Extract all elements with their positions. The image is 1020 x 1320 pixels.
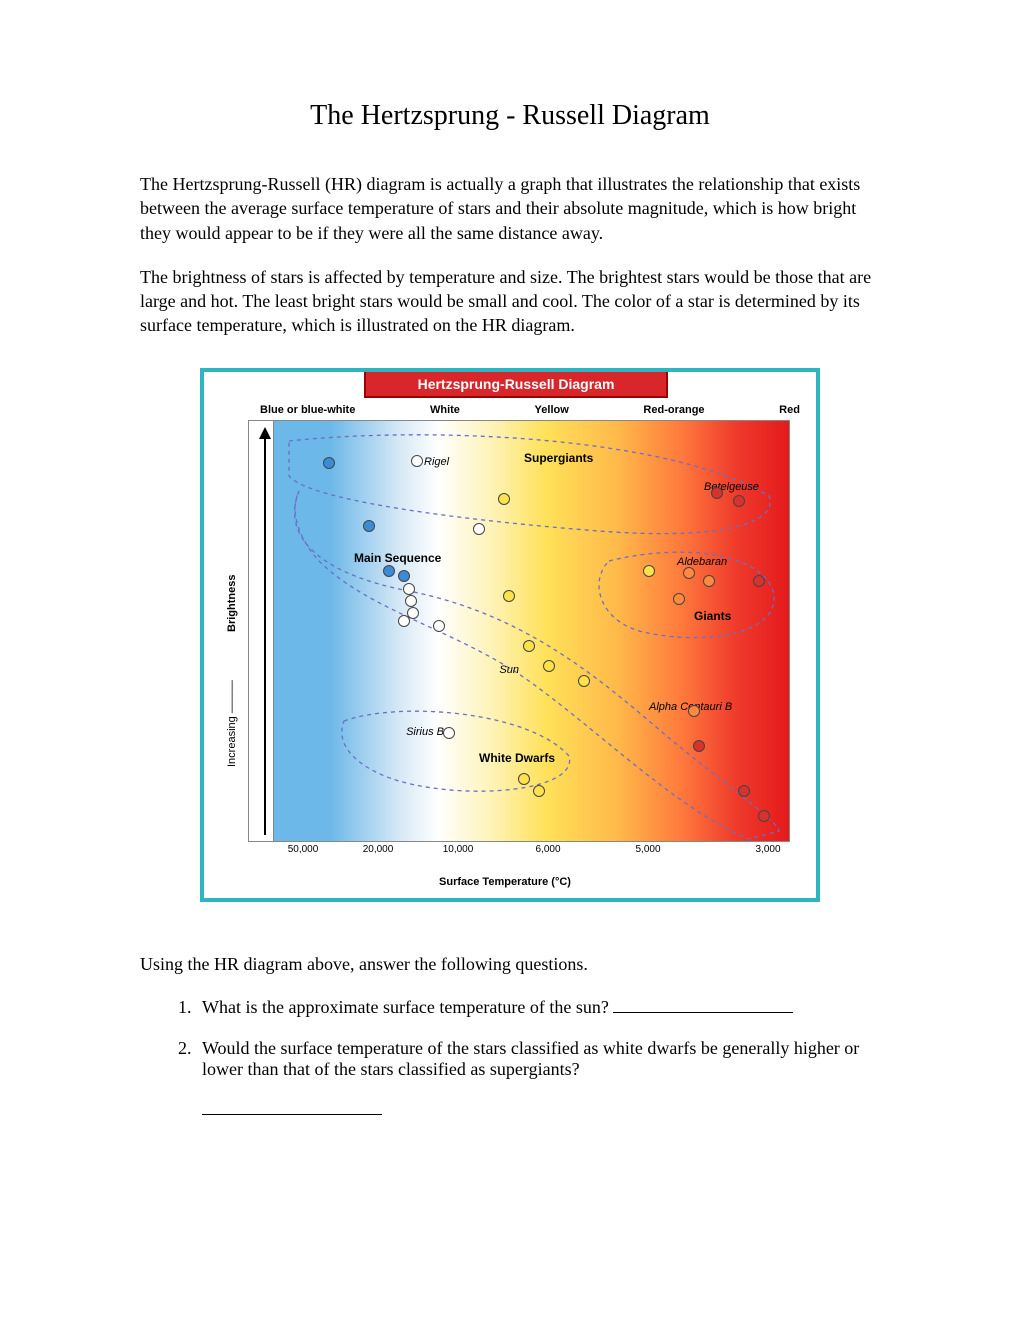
color-heading: Red — [779, 404, 800, 416]
page-title: The Hertzsprung - Russell Diagram — [140, 100, 880, 132]
x-tick: 10,000 — [443, 844, 474, 855]
star-point — [533, 785, 545, 797]
diagram-banner: Hertzsprung-Russell Diagram — [364, 372, 668, 398]
group-label: White Dwarfs — [479, 751, 555, 765]
star-point — [683, 567, 695, 579]
color-heading: White — [430, 404, 460, 416]
group-label: Supergiants — [524, 451, 593, 465]
star-label: Aldebaran — [677, 556, 727, 568]
answer-blank-2[interactable] — [202, 1098, 382, 1115]
star-point — [498, 493, 510, 505]
star-point — [543, 660, 555, 672]
star-label: Sirius B — [406, 726, 444, 738]
star-point — [473, 523, 485, 535]
star-label: Rigel — [424, 456, 449, 468]
star-point — [523, 640, 535, 652]
group-label: Giants — [694, 609, 731, 623]
color-temperature-headings: Blue or blue-white White Yellow Red-orange R… — [260, 404, 800, 416]
paragraph-2: The brightness of stars is affected by t… — [140, 265, 880, 338]
instructions: Using the HR diagram above, answer the f… — [140, 952, 880, 976]
star-point — [753, 575, 765, 587]
question-2: Would the surface temperature of the sta… — [196, 1038, 880, 1120]
y-axis-label: Brightness — [226, 574, 238, 631]
star-point — [643, 565, 655, 577]
star-point — [693, 740, 705, 752]
x-tick: 20,000 — [363, 844, 394, 855]
question-list: What is the approximate surface temperat… — [140, 996, 880, 1120]
color-heading: Yellow — [535, 404, 569, 416]
x-tick: 3,000 — [755, 844, 780, 855]
x-axis-label: Surface Temperature (°C) — [204, 876, 806, 888]
x-tick: 50,000 — [288, 844, 319, 855]
x-tick: 6,000 — [535, 844, 560, 855]
hr-plot: Supergiants Main Sequence Giants White Dwar… — [248, 420, 790, 842]
star-label: Sun — [499, 664, 519, 676]
star-point — [411, 455, 423, 467]
paragraph-1: The Hertzsprung-Russell (HR) diagram is … — [140, 172, 880, 245]
star-point — [443, 727, 455, 739]
star-point — [503, 590, 515, 602]
star-point — [398, 570, 410, 582]
star-point — [383, 565, 395, 577]
star-point — [688, 705, 700, 717]
x-axis-ticks: 50,000 20,000 10,000 6,000 5,000 3,000 — [248, 842, 788, 858]
group-label: Main Sequence — [354, 551, 441, 565]
star-point — [673, 593, 685, 605]
color-heading: Red-orange — [643, 404, 704, 416]
star-point — [703, 575, 715, 587]
star-point — [578, 675, 590, 687]
star-point — [733, 495, 745, 507]
star-point — [363, 520, 375, 532]
color-heading: Blue or blue-white — [260, 404, 355, 416]
y-axis-sublabel: Increasing ——— — [226, 680, 238, 767]
star-point — [403, 583, 415, 595]
hr-diagram: Hertzsprung-Russell Diagram Brightness I… — [200, 368, 820, 902]
star-point — [433, 620, 445, 632]
answer-blank-1[interactable] — [613, 996, 793, 1013]
question-1: What is the approximate surface temperat… — [196, 996, 880, 1018]
star-point — [711, 487, 723, 499]
star-point — [323, 457, 335, 469]
region-supergiants — [289, 435, 770, 534]
star-point — [398, 615, 410, 627]
star-point — [405, 595, 417, 607]
star-point — [738, 785, 750, 797]
star-point — [518, 773, 530, 785]
star-point — [758, 810, 770, 822]
x-tick: 5,000 — [635, 844, 660, 855]
